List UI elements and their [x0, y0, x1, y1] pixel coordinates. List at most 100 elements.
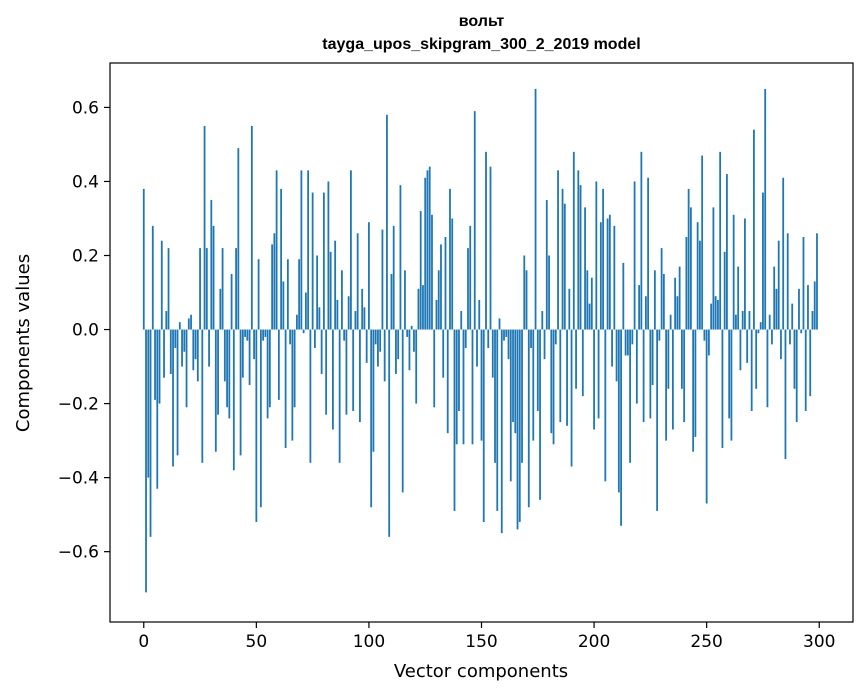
- bar: [521, 329, 523, 463]
- bar: [350, 170, 352, 330]
- bar: [548, 255, 550, 330]
- bar: [248, 329, 251, 386]
- bar: [397, 329, 400, 360]
- bar: [539, 329, 541, 500]
- bar: [214, 329, 217, 452]
- bar: [275, 170, 278, 330]
- bar: [728, 329, 731, 419]
- bar: [518, 329, 521, 523]
- bar: [462, 329, 465, 445]
- bar: [217, 329, 219, 415]
- bar: [444, 236, 447, 330]
- bar: [687, 188, 690, 330]
- bar: [442, 329, 445, 378]
- bar: [246, 329, 249, 341]
- bar: [543, 329, 546, 360]
- bar: [194, 329, 197, 360]
- bar: [780, 329, 782, 360]
- bar: [356, 233, 359, 330]
- bar: [653, 270, 656, 330]
- bar: [219, 288, 222, 330]
- bar: [449, 188, 451, 330]
- bar: [332, 329, 334, 430]
- bar: [593, 329, 595, 430]
- bar: [746, 329, 749, 363]
- bar: [428, 166, 431, 330]
- y-tick-label: −0.2: [58, 395, 99, 415]
- bar: [329, 251, 332, 330]
- bar: [640, 151, 643, 330]
- bar: [399, 185, 402, 330]
- bar: [730, 329, 733, 441]
- bar: [638, 285, 641, 330]
- bar: [507, 329, 510, 360]
- bar: [404, 270, 406, 330]
- bar: [671, 329, 674, 430]
- bar: [244, 329, 246, 337]
- bar: [424, 177, 427, 330]
- bar: [347, 296, 350, 330]
- bar: [446, 329, 449, 434]
- bar: [286, 259, 289, 330]
- bar: [221, 248, 224, 330]
- y-tick-label: 0.2: [72, 247, 99, 267]
- bar: [368, 222, 370, 330]
- bar: [327, 181, 330, 330]
- bar: [741, 311, 744, 330]
- bar: [163, 329, 165, 378]
- bar: [816, 233, 818, 330]
- bar: [273, 233, 276, 330]
- bar: [717, 299, 719, 330]
- axes: 0 50 100 150 200 250 300 −0.6 −0.4 −0.2 0.0 0.2 0.4 0…: [58, 62, 854, 652]
- bar: [550, 329, 553, 434]
- bar: [440, 244, 442, 330]
- bar: [660, 248, 663, 330]
- bar: [464, 329, 467, 349]
- bar: [744, 218, 746, 330]
- bar: [293, 329, 296, 408]
- bar: [262, 329, 264, 341]
- bar: [379, 329, 382, 352]
- bar: [566, 329, 568, 426]
- x-tick-label: 0: [138, 632, 149, 652]
- bar: [478, 299, 481, 330]
- y-axis-label: Components values: [13, 254, 34, 432]
- bar: [712, 207, 715, 330]
- bar: [460, 311, 463, 330]
- bar: [304, 292, 307, 330]
- bar: [629, 329, 631, 463]
- bar: [604, 329, 607, 482]
- bar: [354, 311, 357, 330]
- bar: [374, 329, 377, 345]
- bar: [363, 307, 366, 330]
- bar: [250, 125, 253, 330]
- bar: [401, 329, 404, 493]
- bar: [318, 307, 321, 330]
- bar: [665, 329, 668, 441]
- bar: [557, 170, 559, 330]
- bar: [611, 329, 613, 367]
- bar: [545, 199, 548, 330]
- bar: [473, 111, 476, 330]
- bar: [149, 329, 152, 537]
- bar: [757, 329, 760, 334]
- bar: [800, 329, 803, 334]
- bar: [635, 329, 638, 404]
- bar: [563, 203, 566, 330]
- bar: [541, 311, 544, 330]
- bar: [737, 266, 740, 330]
- bar: [476, 329, 478, 367]
- bar: [426, 170, 429, 330]
- bar: [230, 274, 233, 330]
- bar: [316, 255, 319, 330]
- bar: [228, 329, 231, 419]
- bar: [277, 329, 280, 400]
- bar: [633, 181, 636, 330]
- bar: [437, 270, 440, 330]
- bar: [813, 281, 816, 330]
- bar: [595, 181, 598, 330]
- bar: [597, 329, 600, 419]
- bar: [622, 262, 625, 330]
- bar: [590, 277, 593, 330]
